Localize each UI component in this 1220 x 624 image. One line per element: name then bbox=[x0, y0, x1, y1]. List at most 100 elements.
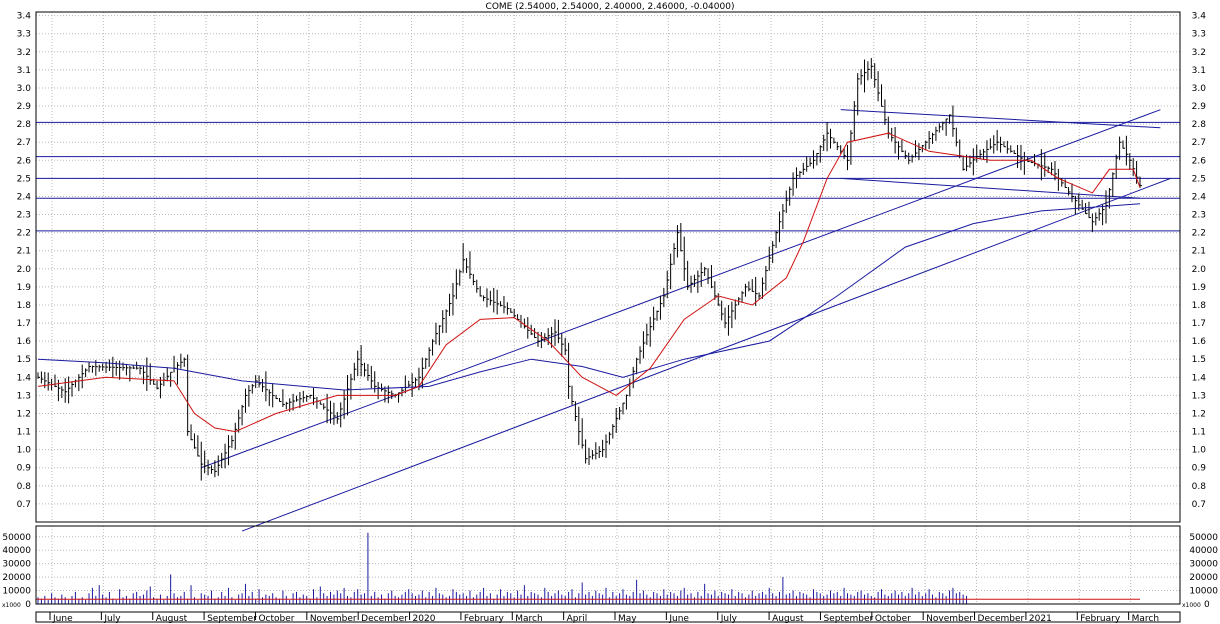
month-label: 2020 bbox=[413, 614, 436, 624]
price-tick-left: 0.8 bbox=[17, 482, 32, 492]
month-label: November bbox=[310, 614, 357, 624]
volume-tick-left: 40000 bbox=[2, 546, 31, 556]
price-tick-left: 3.2 bbox=[17, 48, 31, 58]
horizontal-levels bbox=[36, 121, 1180, 232]
month-label: July bbox=[103, 614, 121, 624]
trendline bbox=[201, 109, 1161, 469]
price-tick-left: 3.0 bbox=[17, 84, 32, 94]
trendlines bbox=[201, 109, 1171, 532]
price-tick-left: 1.9 bbox=[17, 283, 32, 293]
price-tick-left: 0.9 bbox=[17, 464, 32, 474]
price-tick-left: 0.7 bbox=[17, 500, 31, 510]
month-label: June bbox=[52, 614, 73, 624]
price-tick-right: 1.8 bbox=[1192, 301, 1207, 311]
short-moving-average bbox=[37, 132, 1141, 433]
month-label: September bbox=[207, 614, 257, 624]
price-tick-right: 2.7 bbox=[1192, 138, 1206, 148]
panel-frames bbox=[35, 11, 1181, 623]
price-tick-left: 1.1 bbox=[17, 428, 31, 438]
price-tick-right: 2.4 bbox=[1192, 192, 1207, 202]
price-tick-right: 2.6 bbox=[1192, 156, 1207, 166]
price-tick-right: 2.5 bbox=[1192, 174, 1206, 184]
grid-lines bbox=[36, 12, 1180, 604]
volume-zero-right: 0 bbox=[1204, 600, 1210, 610]
price-tick-left: 3.3 bbox=[17, 30, 31, 40]
month-label: September bbox=[823, 614, 873, 624]
price-panel-frame bbox=[35, 11, 1181, 523]
price-tick-right: 1.0 bbox=[1192, 446, 1207, 456]
price-tick-right: 1.9 bbox=[1192, 283, 1207, 293]
price-tick-left: 2.2 bbox=[17, 229, 31, 239]
month-label: February bbox=[1080, 614, 1121, 624]
price-tick-left: 2.5 bbox=[17, 174, 31, 184]
price-tick-right: 1.2 bbox=[1192, 409, 1206, 419]
month-label: May bbox=[618, 614, 637, 624]
price-tick-left: 1.3 bbox=[17, 391, 31, 401]
price-tick-left: 1.4 bbox=[17, 373, 32, 383]
price-tick-left: 3.1 bbox=[17, 66, 31, 76]
price-tick-right: 2.2 bbox=[1192, 229, 1206, 239]
date-axis-frame bbox=[35, 611, 1181, 623]
volume-tick-right: 30000 bbox=[1189, 560, 1218, 570]
price-tick-right: 1.6 bbox=[1192, 337, 1207, 347]
price-tick-right: 2.0 bbox=[1192, 265, 1207, 275]
volume-unit-right: x1000 bbox=[1182, 602, 1201, 609]
axis-labels: 0.7 0.7 0.8 0.8 0.9 0.9 1.0 1.0 1.1 1.1 1.2 1.2 1.3 1… bbox=[2, 12, 1218, 624]
price-tick-right: 1.4 bbox=[1192, 373, 1207, 383]
price-tick-left: 1.5 bbox=[17, 355, 31, 365]
price-tick-right: 3.3 bbox=[1192, 30, 1206, 40]
volume-tick-right: 10000 bbox=[1189, 587, 1218, 597]
price-tick-right: 0.9 bbox=[1192, 464, 1207, 474]
month-label: August bbox=[156, 614, 188, 624]
volume-tick-right: 40000 bbox=[1189, 546, 1218, 556]
month-label: April bbox=[567, 614, 588, 624]
month-label: October bbox=[875, 614, 911, 624]
volume-tick-right: 20000 bbox=[1189, 573, 1218, 583]
price-tick-left: 2.4 bbox=[17, 192, 32, 202]
price-tick-left: 2.6 bbox=[17, 156, 32, 166]
price-tick-right: 2.1 bbox=[1192, 247, 1206, 257]
price-tick-left: 2.0 bbox=[17, 265, 32, 275]
volume-tick-left: 30000 bbox=[2, 560, 31, 570]
month-label: August bbox=[772, 614, 804, 624]
price-tick-left: 2.7 bbox=[17, 138, 31, 148]
volume-tick-right: 50000 bbox=[1189, 533, 1218, 543]
volume-unit-left: x1000 bbox=[2, 602, 21, 609]
price-tick-left: 1.7 bbox=[17, 319, 31, 329]
month-label: October bbox=[258, 614, 294, 624]
price-tick-right: 2.8 bbox=[1192, 120, 1207, 130]
price-tick-left: 1.0 bbox=[17, 446, 32, 456]
price-tick-right: 3.4 bbox=[1192, 12, 1207, 22]
price-tick-left: 2.8 bbox=[17, 120, 32, 130]
month-label: June bbox=[668, 614, 689, 624]
price-tick-right: 3.2 bbox=[1192, 48, 1206, 58]
price-tick-right: 0.7 bbox=[1192, 500, 1206, 510]
price-tick-right: 1.1 bbox=[1192, 428, 1206, 438]
price-tick-right: 3.1 bbox=[1192, 66, 1206, 76]
price-bars bbox=[37, 58, 1142, 481]
long-moving-average bbox=[37, 203, 1141, 391]
chart-title: COME (2.54000, 2.54000, 2.40000, 2.46000… bbox=[485, 2, 735, 12]
price-tick-right: 2.3 bbox=[1192, 211, 1206, 221]
month-label: July bbox=[720, 614, 738, 624]
price-tick-left: 3.4 bbox=[17, 12, 32, 22]
month-label: February bbox=[464, 614, 505, 624]
volume-tick-left: 10000 bbox=[2, 587, 31, 597]
price-tick-left: 2.9 bbox=[17, 102, 32, 112]
price-tick-right: 1.7 bbox=[1192, 319, 1206, 329]
volume-panel-frame bbox=[35, 525, 1181, 605]
trendline bbox=[840, 109, 1161, 129]
month-label: March bbox=[1132, 614, 1159, 624]
month-label: November bbox=[926, 614, 973, 624]
month-label: December bbox=[978, 614, 1025, 624]
trendline bbox=[840, 177, 1141, 199]
month-label: March bbox=[515, 614, 542, 624]
price-tick-left: 1.8 bbox=[17, 301, 32, 311]
price-tick-right: 0.8 bbox=[1192, 482, 1207, 492]
price-tick-left: 1.6 bbox=[17, 337, 32, 347]
volume-bars bbox=[36, 532, 1140, 604]
month-label: 2021 bbox=[1029, 614, 1052, 624]
month-label: December bbox=[361, 614, 408, 624]
price-tick-left: 2.3 bbox=[17, 211, 31, 221]
